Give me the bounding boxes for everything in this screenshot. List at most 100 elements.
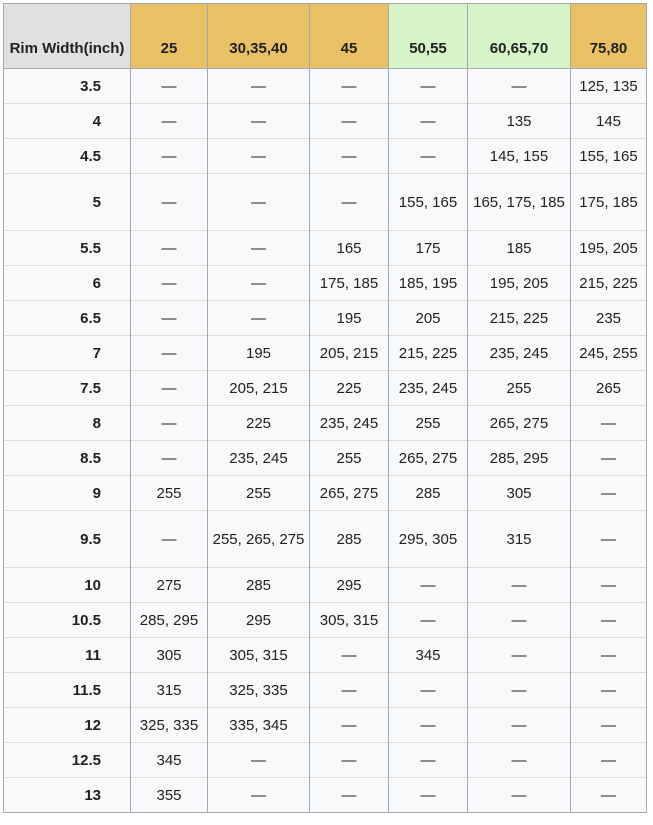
tire-size-cell: — — [130, 230, 208, 266]
tire-size-cell: — — [207, 777, 310, 813]
rim-width-cell: 7 — [3, 335, 131, 371]
tire-size-cell: — — [207, 173, 310, 231]
tire-size-cell: — — [388, 742, 468, 778]
rim-width-cell: 11 — [3, 637, 131, 673]
tire-size-cell: 195, 205 — [570, 230, 647, 266]
tire-size-cell: 295 — [309, 567, 389, 603]
tire-size-cell: 205 — [388, 300, 468, 336]
table-row: 12.5 345— — — — — — [3, 742, 647, 778]
tire-size-cell: 155, 165 — [570, 138, 647, 174]
table-row: 13 355— — — — — — [3, 777, 647, 813]
table-row: 4— — — —135 145 — [3, 103, 647, 139]
tire-size-cell: 255 — [467, 370, 571, 406]
tire-size-cell: — — [388, 672, 468, 708]
rim-width-cell: 3.5 — [3, 68, 131, 104]
table-row: 3.5— — — — —125, 135 — [3, 68, 647, 104]
tire-size-cell: 285 — [309, 510, 389, 568]
tire-size-cell: — — [388, 138, 468, 174]
table-row: 7.5—205, 215 225 235, 245 255 265 — [3, 370, 647, 406]
tire-size-cell: 265, 275 — [388, 440, 468, 476]
tire-size-cell: — — [207, 742, 310, 778]
header-col-5: 60,65,70 — [467, 3, 571, 69]
tire-size-cell: 255 — [309, 440, 389, 476]
tire-size-cell: — — [570, 567, 647, 603]
table-row: 5.5— —165 175 185 195, 205 — [3, 230, 647, 266]
tire-size-cell: — — [130, 440, 208, 476]
tire-size-cell: 195 — [207, 335, 310, 371]
rim-width-cell: 10 — [3, 567, 131, 603]
tire-size-cell: 295 — [207, 602, 310, 638]
tire-size-cell: 205, 215 — [207, 370, 310, 406]
rim-width-cell: 4 — [3, 103, 131, 139]
tire-size-cell: — — [570, 637, 647, 673]
tire-size-cell: — — [130, 300, 208, 336]
tire-size-cell: — — [467, 777, 571, 813]
tire-size-cell: — — [130, 68, 208, 104]
tire-size-cell: — — [130, 173, 208, 231]
tire-size-cell: 235, 245 — [467, 335, 571, 371]
table-row: 9.5—255, 265, 275 285 295, 305 315— — [3, 510, 647, 568]
tire-size-cell: — — [467, 707, 571, 743]
tire-size-cell: — — [309, 68, 389, 104]
header-col-3: 45 — [309, 3, 389, 69]
tire-size-cell: — — [388, 103, 468, 139]
tire-size-cell: — — [570, 707, 647, 743]
tire-size-cell: 225 — [207, 405, 310, 441]
rim-width-cell: 8.5 — [3, 440, 131, 476]
tire-size-cell: — — [570, 440, 647, 476]
tire-size-cell: 285, 295 — [467, 440, 571, 476]
tire-size-cell: — — [570, 777, 647, 813]
table-row: 7—195 205, 215 215, 225 235, 245 245, 255 — [3, 335, 647, 371]
tire-size-cell: 255 — [388, 405, 468, 441]
tire-size-cell: 135 — [467, 103, 571, 139]
tire-size-cell: 175, 185 — [309, 265, 389, 301]
tire-size-cell: 295, 305 — [388, 510, 468, 568]
tire-size-cell: 305, 315 — [309, 602, 389, 638]
rim-width-cell: 12.5 — [3, 742, 131, 778]
tire-size-cell: — — [467, 672, 571, 708]
tire-size-cell: 285 — [207, 567, 310, 603]
tire-size-cell: — — [570, 602, 647, 638]
tire-size-cell: 205, 215 — [309, 335, 389, 371]
tire-size-cell: — — [467, 68, 571, 104]
tire-size-cell: 305 — [467, 475, 571, 511]
tire-size-cell: 285, 295 — [130, 602, 208, 638]
tire-size-cell: 355 — [130, 777, 208, 813]
table-row: 5— — —155, 165 165, 175, 185 175, 185 — [3, 173, 647, 231]
tire-size-cell: 155, 165 — [388, 173, 468, 231]
header-col-2: 30,35,40 — [207, 3, 310, 69]
rim-width-cell: 5.5 — [3, 230, 131, 266]
rim-width-cell: 10.5 — [3, 602, 131, 638]
tire-size-cell: 245, 255 — [570, 335, 647, 371]
table-row: 10.5 285, 295 295 305, 315— — — — [3, 602, 647, 638]
tire-size-cell: 235, 245 — [207, 440, 310, 476]
tire-size-cell: 315 — [130, 672, 208, 708]
tire-size-cell: — — [388, 777, 468, 813]
tire-size-cell: — — [309, 637, 389, 673]
tire-size-cell: — — [309, 672, 389, 708]
table-body: 3.5— — — — —125, 135 4— — — —135 145 4.5— — — —145, 1… — [3, 68, 647, 813]
tire-size-cell: — — [570, 475, 647, 511]
tire-size-cell: — — [130, 335, 208, 371]
tire-size-cell: 265 — [570, 370, 647, 406]
tire-size-cell: 315 — [467, 510, 571, 568]
tire-size-cell: — — [309, 173, 389, 231]
table-row: 8.5—235, 245 255 265, 275 285, 295— — [3, 440, 647, 476]
tire-size-cell: 345 — [130, 742, 208, 778]
tire-size-cell: 185, 195 — [388, 265, 468, 301]
tire-size-cell: 255 — [207, 475, 310, 511]
tire-size-cell: 235 — [570, 300, 647, 336]
tire-size-cell: 145 — [570, 103, 647, 139]
rim-width-cell: 6.5 — [3, 300, 131, 336]
tire-size-cell: 325, 335 — [130, 707, 208, 743]
rim-width-cell: 13 — [3, 777, 131, 813]
tire-size-cell: 305 — [130, 637, 208, 673]
rim-width-cell: 8 — [3, 405, 131, 441]
table-row: 11.5 315 325, 335— — — — — [3, 672, 647, 708]
tire-size-cell: 285 — [388, 475, 468, 511]
tire-size-cell: 335, 345 — [207, 707, 310, 743]
table-row: 6.5— —195 205 215, 225 235 — [3, 300, 647, 336]
header-col-4: 50,55 — [388, 3, 468, 69]
table-row: 10 275 285 295— — — — [3, 567, 647, 603]
tire-size-cell: — — [130, 370, 208, 406]
